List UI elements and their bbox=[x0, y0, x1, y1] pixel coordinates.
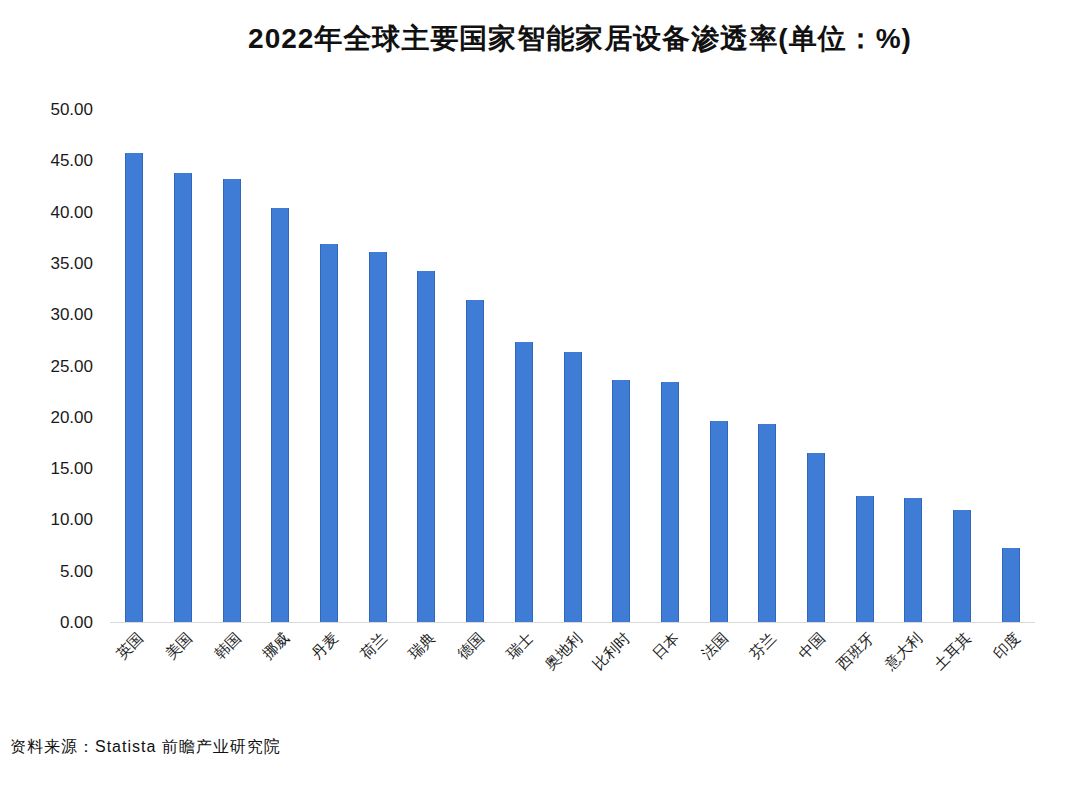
bar bbox=[953, 510, 971, 622]
bar bbox=[904, 498, 922, 622]
x-axis-label: 挪威 bbox=[259, 629, 294, 664]
bar bbox=[369, 252, 387, 622]
x-axis-label: 瑞士 bbox=[503, 629, 538, 664]
bar-column: 中国 bbox=[792, 110, 841, 622]
bar bbox=[1002, 548, 1020, 622]
bar-series: 英国美国韩国挪威丹麦荷兰瑞典德国瑞士奥地利比利时日本法国芬兰中国西班牙意大利土耳… bbox=[110, 110, 1035, 622]
bar-column: 西班牙 bbox=[840, 110, 889, 622]
chart-page: 2022年全球主要国家智能家居设备渗透率(单位：%) 0.00 5.00 10.00… bbox=[0, 0, 1080, 789]
y-axis-tick-label: 40.00 bbox=[0, 204, 93, 222]
bar-column: 德国 bbox=[451, 110, 500, 622]
bar bbox=[758, 424, 776, 622]
x-axis-label: 芬兰 bbox=[746, 629, 781, 664]
bar-column: 美国 bbox=[159, 110, 208, 622]
x-axis-label: 法国 bbox=[697, 629, 732, 664]
bar-column: 瑞士 bbox=[500, 110, 549, 622]
bar bbox=[807, 453, 825, 622]
bar-column: 韩国 bbox=[207, 110, 256, 622]
bar-column: 法国 bbox=[694, 110, 743, 622]
y-axis-tick-label: 20.00 bbox=[0, 409, 93, 427]
y-axis-tick-label: 35.00 bbox=[0, 255, 93, 273]
x-axis-label: 德国 bbox=[454, 629, 489, 664]
bar bbox=[856, 496, 874, 622]
bar-column: 荷兰 bbox=[353, 110, 402, 622]
bar bbox=[564, 352, 582, 622]
y-axis-tick-label: 10.00 bbox=[0, 511, 93, 529]
x-axis-label: 荷兰 bbox=[357, 629, 392, 664]
y-axis-tick-label: 25.00 bbox=[0, 358, 93, 376]
x-axis-label: 中国 bbox=[795, 629, 830, 664]
bar-column: 意大利 bbox=[889, 110, 938, 622]
bar-column: 英国 bbox=[110, 110, 159, 622]
bar bbox=[174, 173, 192, 622]
bar bbox=[710, 421, 728, 622]
bar bbox=[612, 380, 630, 622]
bar-column: 土耳其 bbox=[938, 110, 987, 622]
bar bbox=[125, 153, 143, 622]
chart-title: 2022年全球主要国家智能家居设备渗透率(单位：%) bbox=[110, 20, 1050, 58]
bar-column: 丹麦 bbox=[305, 110, 354, 622]
plot-area: 英国美国韩国挪威丹麦荷兰瑞典德国瑞士奥地利比利时日本法国芬兰中国西班牙意大利土耳… bbox=[110, 110, 1035, 623]
bar bbox=[661, 382, 679, 622]
x-axis-label: 意大利 bbox=[882, 629, 927, 674]
bar-column: 瑞典 bbox=[402, 110, 451, 622]
x-axis-label: 奥地利 bbox=[541, 629, 586, 674]
y-axis-tick-label: 5.00 bbox=[0, 563, 93, 581]
bar-column: 比利时 bbox=[597, 110, 646, 622]
y-axis-tick-label: 45.00 bbox=[0, 152, 93, 170]
bar bbox=[223, 179, 241, 622]
x-axis-label: 比利时 bbox=[589, 629, 634, 674]
bar bbox=[320, 244, 338, 622]
bar bbox=[271, 208, 289, 623]
x-axis-label: 日本 bbox=[649, 629, 684, 664]
source-note: 资料来源：Statista 前瞻产业研究院 bbox=[10, 737, 281, 758]
y-axis: 0.005.0010.0015.0020.0025.0030.0035.0040… bbox=[0, 110, 93, 623]
x-axis-label: 美国 bbox=[162, 629, 197, 664]
x-axis-label: 土耳其 bbox=[930, 629, 975, 674]
bar-column: 挪威 bbox=[256, 110, 305, 622]
bar bbox=[515, 342, 533, 622]
y-axis-tick-label: 0.00 bbox=[0, 614, 93, 632]
x-axis-label: 西班牙 bbox=[833, 629, 878, 674]
y-axis-tick-label: 50.00 bbox=[0, 101, 93, 119]
x-axis-label: 韩国 bbox=[211, 629, 246, 664]
bar bbox=[466, 300, 484, 622]
bar bbox=[417, 271, 435, 622]
x-axis-label: 英国 bbox=[113, 629, 148, 664]
bar-column: 芬兰 bbox=[743, 110, 792, 622]
x-axis-label: 丹麦 bbox=[308, 629, 343, 664]
bar-column: 日本 bbox=[646, 110, 695, 622]
bar-column: 奥地利 bbox=[548, 110, 597, 622]
x-axis-label: 印度 bbox=[990, 629, 1025, 664]
bar-column: 印度 bbox=[986, 110, 1035, 622]
y-axis-tick-label: 30.00 bbox=[0, 306, 93, 324]
x-axis-label: 瑞典 bbox=[405, 629, 440, 664]
y-axis-tick-label: 15.00 bbox=[0, 460, 93, 478]
